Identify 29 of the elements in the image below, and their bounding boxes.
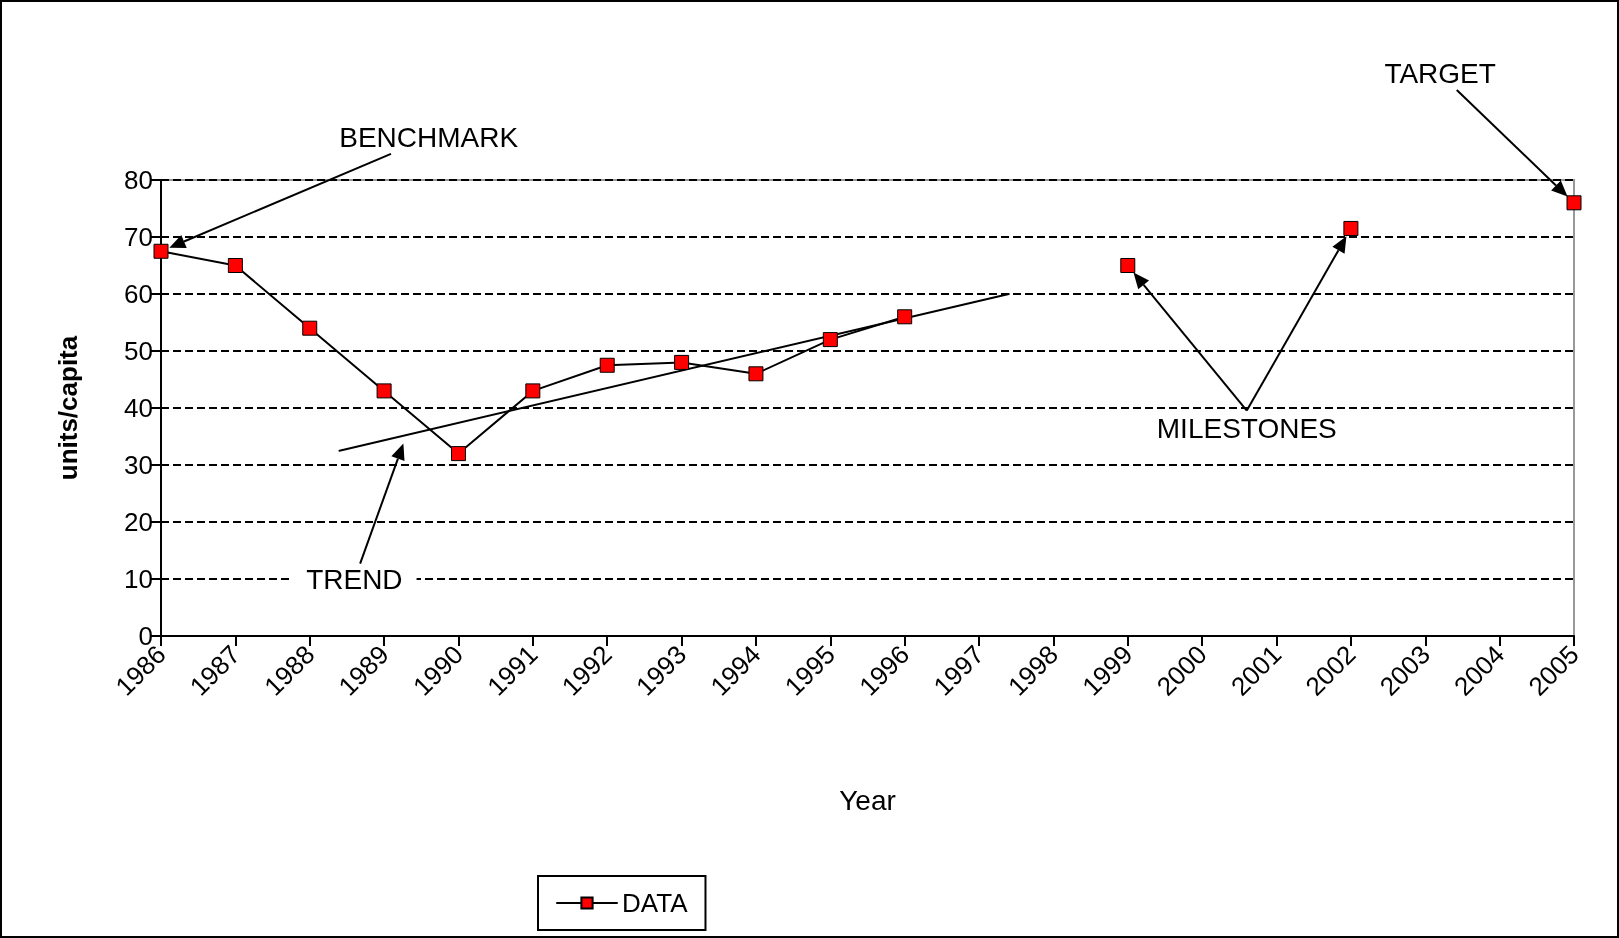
text: TARGET: [1384, 58, 1496, 90]
point: [450, 446, 466, 462]
y-axis-title: units/capita: [53, 335, 83, 481]
point: [525, 383, 541, 399]
annotation: TREND: [306, 564, 403, 596]
point: [1566, 195, 1582, 211]
y-tick-label: 10: [124, 564, 153, 594]
point: [822, 332, 838, 348]
point: [599, 357, 615, 373]
y-tick-label: 70: [124, 222, 153, 252]
point: [1120, 258, 1136, 273]
text: BENCHMARK: [339, 122, 519, 154]
point: [674, 354, 690, 370]
y-tick-label: 60: [124, 279, 153, 309]
legend-label: DATA: [622, 888, 689, 918]
point: [227, 258, 243, 273]
point: [153, 243, 169, 259]
y-tick-label: 20: [124, 507, 153, 537]
y-tick-label: 50: [124, 336, 153, 366]
point: [897, 309, 913, 325]
point: [302, 320, 318, 336]
point: [1343, 220, 1359, 236]
y-tick-label: 80: [124, 165, 153, 195]
point: [748, 366, 764, 382]
point: [376, 383, 392, 399]
annotation: MILESTONES: [1156, 413, 1337, 445]
y-tick-label: 30: [124, 450, 153, 480]
y-tick-label: 40: [124, 393, 153, 423]
x-axis-title: Year: [839, 784, 896, 816]
